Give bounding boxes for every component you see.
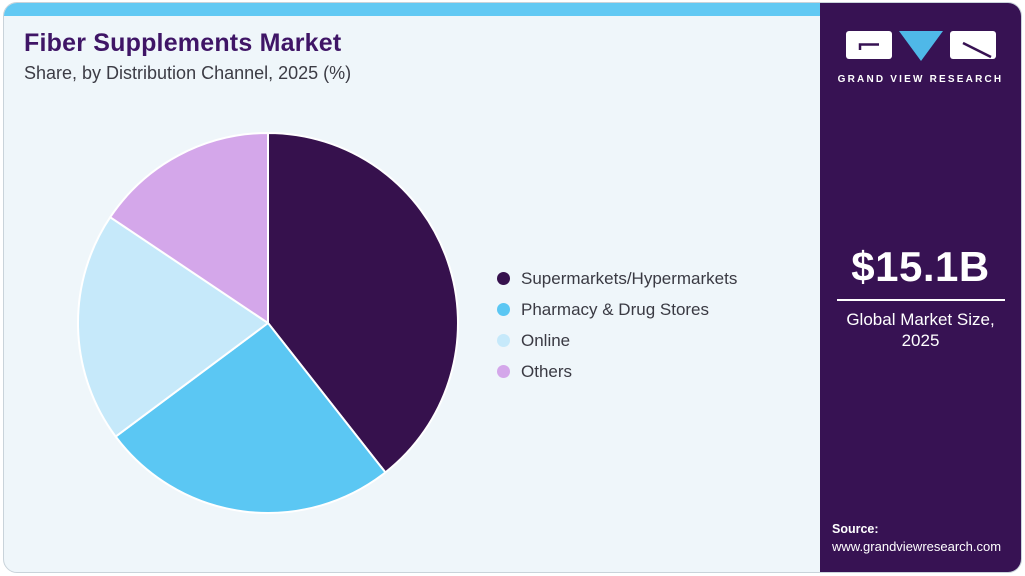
page-subtitle: Share, by Distribution Channel, 2025 (%) — [24, 63, 352, 83]
header: Fiber Supplements Market Share, by Distr… — [24, 29, 351, 84]
legend-item-online: Online — [497, 325, 737, 356]
legend-item-pharmacy: Pharmacy & Drug Stores — [497, 294, 737, 325]
pie-slice-4 — [109, 132, 269, 324]
report-card: Fiber Supplements Market Share, by Distr… — [3, 2, 1022, 573]
chart-legend: Supermarkets/Hypermarkets Pharmacy & Dru… — [497, 263, 737, 387]
legend-swatch-icon — [497, 272, 510, 285]
market-size-value: $15.1B — [851, 243, 990, 290]
legend-item-supermarkets: Supermarkets/Hypermarkets — [497, 263, 737, 294]
legend-item-others: Others — [497, 356, 737, 387]
legend-label: Pharmacy & Drug Stores — [521, 299, 710, 319]
source-label: Source: — [832, 522, 879, 536]
legend-swatch-icon — [497, 303, 510, 316]
gvr-logo-r-icon — [949, 31, 996, 59]
pie-slice-1 — [267, 132, 459, 474]
gvr-logo: GRAND VIEW RESEARCH — [820, 31, 1021, 85]
pie-chart — [77, 132, 459, 514]
pie-slice-3 — [77, 216, 269, 438]
legend-swatch-icon — [497, 334, 510, 347]
legend-label: Online — [521, 330, 571, 350]
pie-chart-container — [76, 131, 460, 515]
legend-label: Others — [521, 361, 573, 381]
page-title: Fiber Supplements Market — [24, 29, 342, 57]
pie-slice-2 — [114, 322, 387, 514]
market-size-label: Global Market Size, 2025 — [846, 310, 995, 351]
market-size-block: $15.1B Global Market Size, 2025 — [820, 243, 1021, 352]
legend-label: Supermarkets/Hypermarkets — [521, 268, 738, 288]
source-block: Source: www.grandviewresearch.com — [832, 522, 1001, 554]
gvr-logo-icon — [820, 31, 1021, 63]
source-url: www.grandviewresearch.com — [832, 539, 1002, 554]
divider — [836, 299, 1005, 301]
gvr-logo-g-icon — [845, 31, 892, 59]
gvr-logo-v-icon — [898, 31, 943, 61]
legend-swatch-icon — [497, 365, 510, 378]
top-accent-bar — [4, 3, 820, 16]
gvr-brand-name: GRAND VIEW RESEARCH — [837, 74, 1004, 85]
sidebar: GRAND VIEW RESEARCH $15.1B Global Market… — [820, 3, 1021, 572]
